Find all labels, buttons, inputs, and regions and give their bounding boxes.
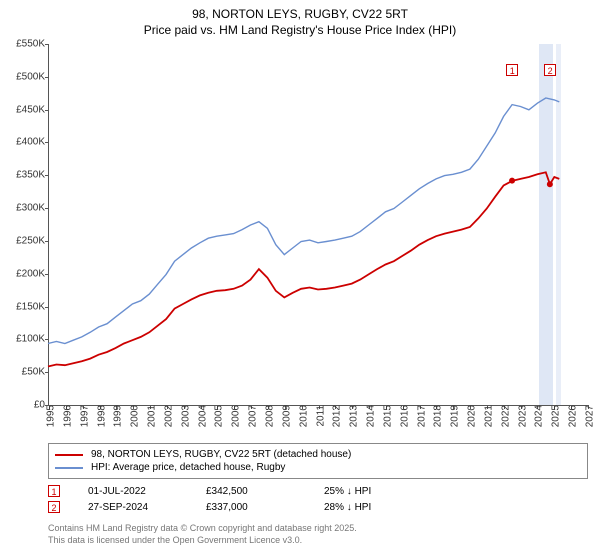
- sale-marker: 1: [48, 485, 60, 497]
- series-price_paid: [48, 172, 559, 366]
- sale-delta: 25% ↓ HPI: [324, 486, 414, 497]
- legend-label: 98, NORTON LEYS, RUGBY, CV22 5RT (detach…: [91, 449, 351, 460]
- sale-point: [547, 181, 553, 187]
- series-hpi: [48, 98, 559, 344]
- x-axis-label: 2024: [530, 405, 545, 427]
- sale-price: £337,000: [206, 502, 296, 513]
- x-axis-label: 2013: [345, 405, 360, 427]
- chart-legend: 98, NORTON LEYS, RUGBY, CV22 5RT (detach…: [48, 443, 588, 479]
- chart-plot-area: £0£50K£100K£150K£200K£250K£300K£350K£400…: [48, 44, 588, 406]
- x-axis-label: 2006: [227, 405, 242, 427]
- sale-delta: 28% ↓ HPI: [324, 502, 414, 513]
- y-axis-label: £500K: [16, 71, 49, 82]
- x-axis-label: 2008: [260, 405, 275, 427]
- title-line-2: Price paid vs. HM Land Registry's House …: [0, 22, 600, 38]
- x-axis-label: 2014: [362, 405, 377, 427]
- sale-date: 27-SEP-2024: [88, 502, 178, 513]
- chart-container: 98, NORTON LEYS, RUGBY, CV22 5RT Price p…: [0, 0, 600, 560]
- x-axis-label: 2009: [277, 405, 292, 427]
- sale-price: £342,500: [206, 486, 296, 497]
- x-axis-label: 2005: [210, 405, 225, 427]
- legend-swatch: [55, 454, 83, 456]
- y-axis-label: £300K: [16, 203, 49, 214]
- x-axis-label: 2017: [412, 405, 427, 427]
- legend-label: HPI: Average price, detached house, Rugb…: [91, 462, 285, 473]
- legend-item: HPI: Average price, detached house, Rugb…: [55, 461, 581, 474]
- sale-point: [509, 178, 515, 184]
- x-axis-label: 2025: [547, 405, 562, 427]
- x-axis-label: 2019: [446, 405, 461, 427]
- y-axis-label: £250K: [16, 235, 49, 246]
- x-axis-label: 2001: [143, 405, 158, 427]
- x-axis-label: 2020: [463, 405, 478, 427]
- x-axis-label: 2004: [193, 405, 208, 427]
- x-axis-label: 1995: [42, 405, 57, 427]
- x-axis-label: 2027: [581, 405, 596, 427]
- sale-row: 1 01-JUL-2022 £342,500 25% ↓ HPI: [48, 483, 588, 499]
- x-axis-label: 2023: [513, 405, 528, 427]
- y-axis-label: £400K: [16, 137, 49, 148]
- x-axis-label: 2010: [294, 405, 309, 427]
- x-axis-label: 1998: [92, 405, 107, 427]
- legend-item: 98, NORTON LEYS, RUGBY, CV22 5RT (detach…: [55, 448, 581, 461]
- title-line-1: 98, NORTON LEYS, RUGBY, CV22 5RT: [0, 6, 600, 22]
- x-axis-label: 1999: [109, 405, 124, 427]
- x-axis-label: 2002: [159, 405, 174, 427]
- sale-marker: 2: [48, 501, 60, 513]
- y-axis-label: £450K: [16, 104, 49, 115]
- x-axis-label: 1997: [75, 405, 90, 427]
- x-axis-label: 2007: [244, 405, 259, 427]
- x-axis-label: 2016: [395, 405, 410, 427]
- x-axis-label: 2015: [378, 405, 393, 427]
- chart-svg: [48, 44, 588, 406]
- x-axis-label: 2012: [328, 405, 343, 427]
- sale-row: 2 27-SEP-2024 £337,000 28% ↓ HPI: [48, 499, 588, 515]
- x-axis-label: 2022: [496, 405, 511, 427]
- legend-swatch: [55, 467, 83, 469]
- x-axis-label: 1996: [58, 405, 73, 427]
- x-axis-label: 2026: [564, 405, 579, 427]
- footer-line-2: This data is licensed under the Open Gov…: [48, 534, 357, 546]
- x-axis-label: 2018: [429, 405, 444, 427]
- y-axis-label: £350K: [16, 170, 49, 181]
- x-axis-label: 2011: [311, 405, 326, 427]
- x-axis-label: 2003: [176, 405, 191, 427]
- y-axis-label: £150K: [16, 301, 49, 312]
- y-axis-label: £50K: [22, 367, 49, 378]
- chart-title: 98, NORTON LEYS, RUGBY, CV22 5RT Price p…: [0, 0, 600, 38]
- y-axis-label: £550K: [16, 39, 49, 50]
- sales-table: 1 01-JUL-2022 £342,500 25% ↓ HPI 2 27-SEP-202…: [48, 483, 588, 515]
- x-axis-label: 2000: [126, 405, 141, 427]
- chart-footer: Contains HM Land Registry data © Crown c…: [48, 522, 357, 546]
- y-axis-label: £100K: [16, 334, 49, 345]
- x-axis-label: 2021: [479, 405, 494, 427]
- sale-date: 01-JUL-2022: [88, 486, 178, 497]
- footer-line-1: Contains HM Land Registry data © Crown c…: [48, 522, 357, 534]
- y-axis-label: £200K: [16, 268, 49, 279]
